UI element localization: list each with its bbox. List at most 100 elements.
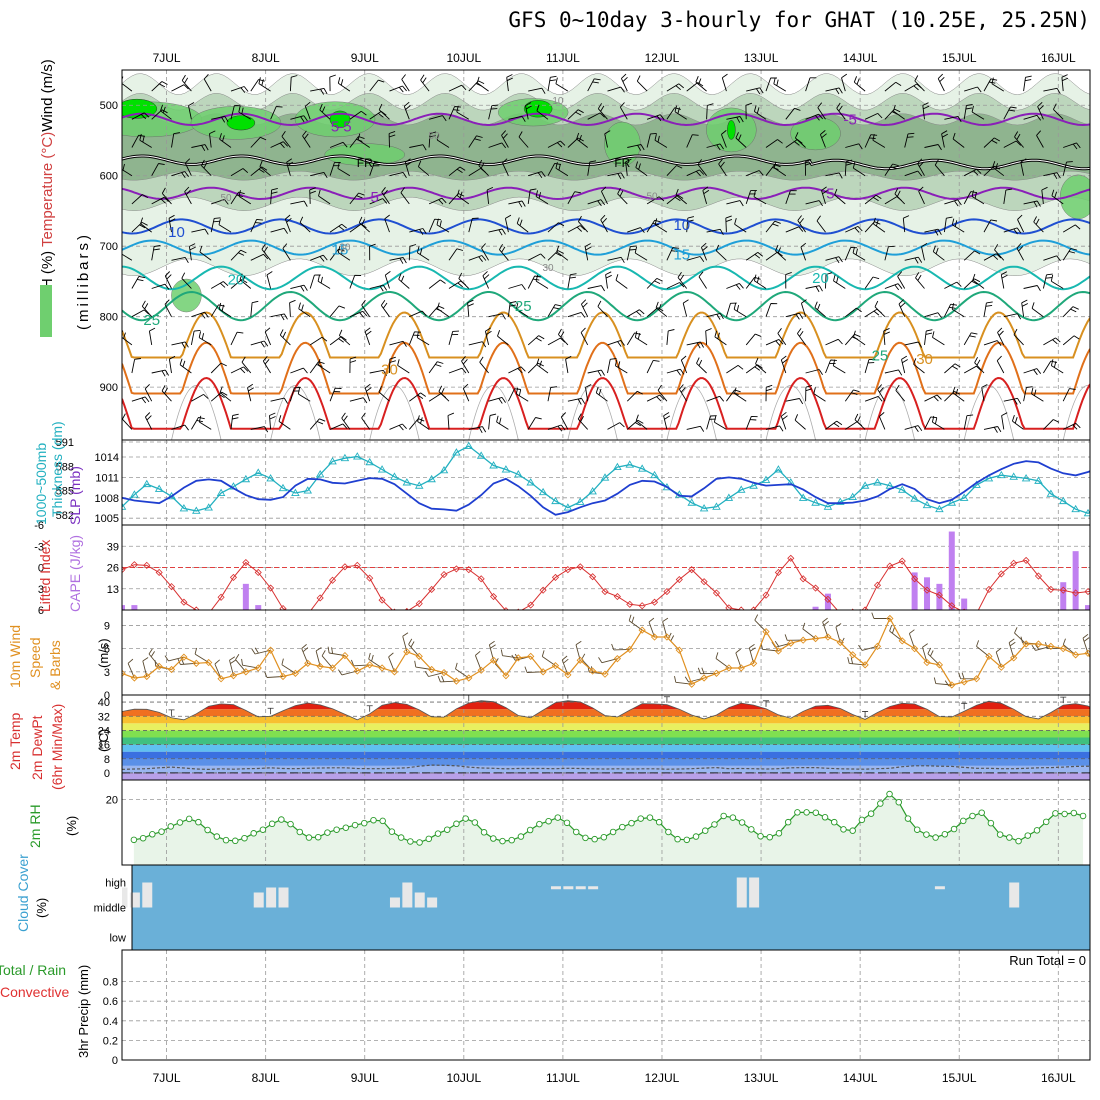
lifted-index-point — [840, 609, 841, 610]
wind-barb — [1050, 274, 1064, 289]
wind-barb — [250, 340, 269, 348]
wind-barb — [992, 161, 1005, 177]
wind-speed-point — [551, 661, 560, 670]
rh2m-point — [324, 829, 331, 836]
rh-very-humid-area — [226, 115, 256, 131]
wind-barb — [934, 159, 945, 176]
lifted-index-point — [873, 581, 882, 589]
wind-barb — [981, 384, 988, 402]
rh2m-point — [471, 819, 479, 826]
lifted-index-point — [737, 606, 745, 610]
lifted-index-point — [1072, 589, 1080, 597]
cape-tick-label: 26 — [107, 563, 119, 575]
wind-barb — [247, 383, 254, 402]
wind-barb — [361, 412, 371, 430]
wind-tick-label: 6 — [104, 644, 110, 656]
rh-very-humid-area — [727, 120, 736, 140]
rh2m-point — [508, 836, 515, 844]
wind-barb — [270, 397, 288, 404]
wind-barb — [666, 282, 685, 289]
thickness-point — [1058, 496, 1068, 505]
wind-barb — [587, 199, 606, 207]
wind-barb — [607, 339, 625, 347]
date-label-bottom: 16JUL — [1041, 1071, 1076, 1085]
wind-barb — [349, 192, 365, 205]
wind-barb — [547, 140, 566, 148]
wind-barb — [634, 246, 648, 261]
wind-barb — [151, 283, 170, 290]
wind-barb — [502, 158, 509, 176]
wind-barb — [417, 160, 430, 177]
wind-barb — [725, 215, 733, 233]
wind-barb — [726, 200, 744, 207]
wind-speed-point — [1047, 642, 1055, 650]
wind-barb — [1037, 101, 1044, 120]
wind-barb — [840, 637, 854, 656]
rh2m-tick-label: 20 — [106, 795, 118, 807]
wind-barb — [785, 226, 804, 233]
temp-line — [122, 700, 1090, 721]
wind-barb — [171, 84, 189, 92]
wind-barb — [1003, 106, 1017, 120]
date-label-top: 12JUL — [645, 51, 680, 65]
wind-barb — [706, 312, 724, 320]
wind-barb — [600, 214, 608, 233]
wind-barb — [250, 300, 259, 317]
wind-barb — [726, 365, 744, 374]
middle-cloud-bar — [278, 887, 289, 908]
middle-cloud-bar — [414, 892, 425, 908]
wind-barb — [1031, 387, 1044, 402]
wind-barb — [587, 369, 605, 377]
rh-contour-label: 50 — [429, 131, 441, 142]
wind-barb — [600, 186, 608, 205]
wind-barb — [302, 130, 311, 148]
run-total-label: Run Total = 0 — [1009, 953, 1086, 968]
wind-barb — [1036, 130, 1044, 148]
wind-barb — [218, 302, 232, 318]
lifted-index-point — [254, 568, 262, 577]
wind-barb — [369, 243, 376, 261]
isotherm-label: -5 — [338, 118, 351, 135]
middle-cloud-bar — [402, 882, 413, 908]
wind-barb — [191, 311, 209, 319]
middle-cloud-bar — [266, 887, 277, 908]
rh2m-point — [784, 818, 792, 826]
wind-barb — [1050, 359, 1064, 374]
wind-barb — [634, 331, 648, 346]
wind-barb — [541, 650, 556, 666]
wind-speed-point — [774, 647, 783, 655]
wind-barb — [210, 391, 228, 402]
precip-tick-label: 0.8 — [103, 977, 118, 989]
wind-barb — [597, 103, 608, 120]
wind-barb — [734, 387, 747, 402]
lifted-index-point — [861, 606, 869, 610]
rh2m-point — [637, 815, 644, 822]
wind-barb — [329, 223, 347, 233]
wind-barb — [209, 130, 216, 148]
wind-barb — [408, 244, 417, 261]
wind-barb — [122, 413, 133, 430]
wind-barb — [971, 190, 985, 205]
wind-barb — [921, 243, 928, 261]
rh2m-point — [222, 836, 230, 844]
thickness-point — [390, 472, 399, 480]
thickness-point — [476, 451, 486, 459]
wind-barb — [587, 112, 605, 120]
wind-barb — [1043, 172, 1061, 180]
wind-barb — [151, 369, 169, 377]
rh2m-point — [904, 815, 912, 822]
rh2m-point — [886, 790, 893, 798]
wind-speed-point — [663, 633, 671, 641]
wind-barb — [765, 338, 784, 346]
lifted-index-point — [997, 570, 1005, 578]
wind-barb — [725, 302, 737, 317]
wind-barb — [695, 76, 707, 92]
cloud-tick-label: low — [109, 932, 126, 944]
wind-barb — [805, 77, 817, 92]
rh2m-point — [858, 816, 866, 824]
rh2m-point — [1024, 832, 1032, 839]
wind-axis-label: 10m Wind — [7, 625, 23, 688]
wind-barb — [845, 225, 863, 233]
wind-speed-point — [527, 652, 535, 661]
wind-barb — [527, 417, 542, 430]
